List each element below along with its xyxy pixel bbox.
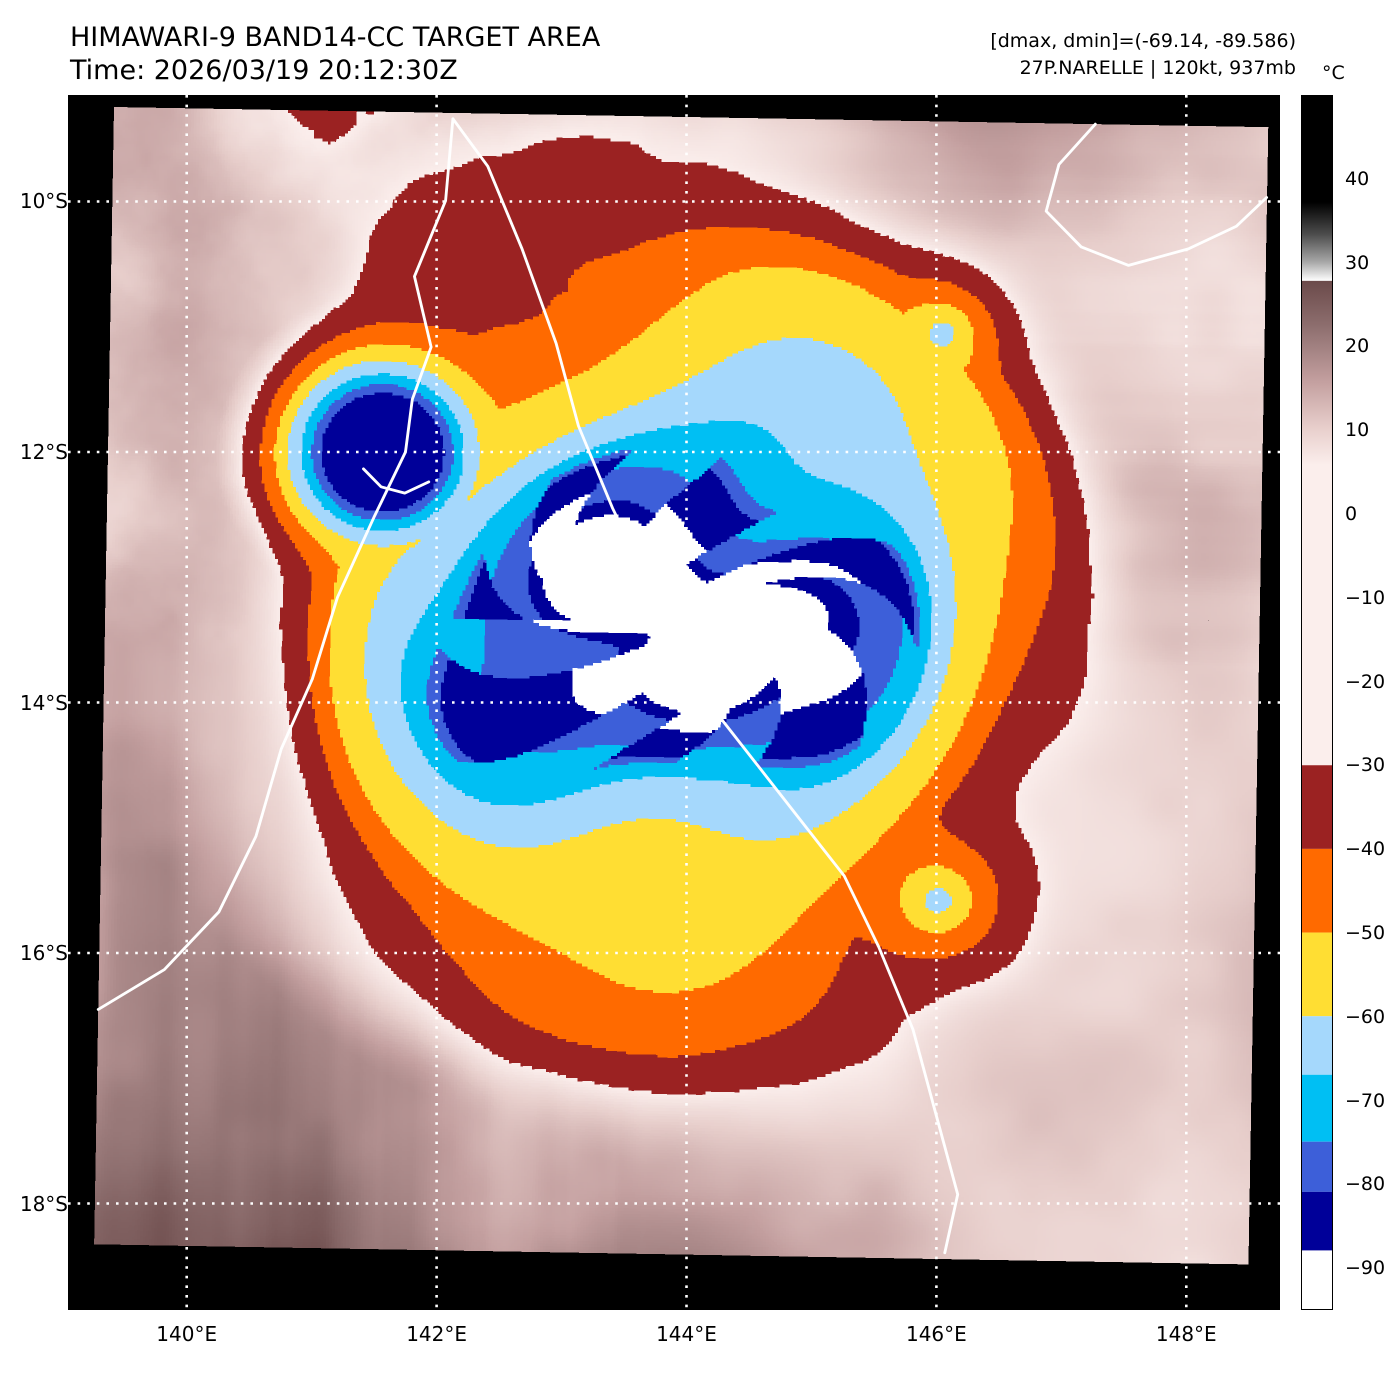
colorbar-unit-label: °C <box>1322 62 1345 84</box>
dmax-dmin-readout: [dmax, dmin]=(-69.14, -89.586) <box>990 30 1296 52</box>
latitude-tick-label: 14°S <box>19 690 68 715</box>
colorbar-tick-label: 20 <box>1345 335 1370 358</box>
colorbar-tick-label: 0 <box>1345 502 1358 525</box>
colorbar-tick-label: −50 <box>1345 921 1386 944</box>
colorbar-gradient <box>1302 96 1332 1309</box>
colorbar-tick-label: 30 <box>1345 251 1370 274</box>
satellite-image-figure: HIMAWARI-9 BAND14-CC TARGET AREA Time: 2… <box>19 22 1386 1398</box>
colorbar <box>1301 95 1333 1310</box>
latitude-tick-label: 16°S <box>19 941 68 965</box>
latitude-tick-label: 10°S <box>19 189 68 214</box>
longitude-tick-label: 140°E <box>156 1322 218 1346</box>
colorbar-tick-label: −70 <box>1345 1089 1386 1112</box>
longitude-tick-label: 146°E <box>905 1322 967 1346</box>
infrared-brightness-temperature-map <box>68 95 1280 1310</box>
page-title: HIMAWARI-9 BAND14-CC TARGET AREA <box>70 22 601 53</box>
graticule <box>68 95 1280 1310</box>
colorbar-tick-label: −60 <box>1345 1005 1386 1028</box>
colorbar-tick-label: −80 <box>1345 1173 1386 1196</box>
colorbar-tick-label: −10 <box>1345 586 1386 609</box>
colorbar-tick-label: −20 <box>1345 670 1386 693</box>
longitude-tick-label: 144°E <box>656 1322 717 1346</box>
latitude-tick-label: 12°S <box>19 439 68 464</box>
map-plot-area: Copyright © 2020-2026 Dapiya <box>68 95 1280 1398</box>
copyright-notice: Copyright © 2020-2026 Dapiya <box>144 1374 502 1398</box>
longitude-tick-label: 148°E <box>1155 1322 1217 1346</box>
colorbar-tick-label: −30 <box>1345 754 1386 777</box>
colorbar-tick-label: −40 <box>1345 838 1386 861</box>
colorbar-tick-label: −90 <box>1345 1257 1386 1280</box>
colorbar-tick-label: 10 <box>1345 419 1370 442</box>
latitude-tick-label: 18°S <box>19 1191 68 1216</box>
observation-time: Time: 2026/03/19 20:12:30Z <box>70 55 458 86</box>
longitude-tick-label: 142°E <box>406 1322 467 1346</box>
colorbar-tick-label: 40 <box>1345 167 1370 190</box>
storm-intensity-readout: 27P.NARELLE | 120kt, 937mb <box>1019 57 1296 79</box>
